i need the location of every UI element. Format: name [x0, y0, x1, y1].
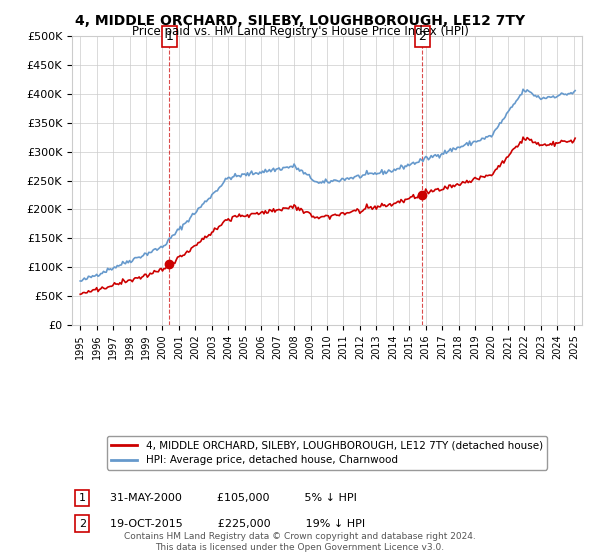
- Text: 4, MIDDLE ORCHARD, SILEBY, LOUGHBOROUGH, LE12 7TY: 4, MIDDLE ORCHARD, SILEBY, LOUGHBOROUGH,…: [75, 14, 525, 28]
- Text: 2: 2: [79, 519, 86, 529]
- Text: Price paid vs. HM Land Registry's House Price Index (HPI): Price paid vs. HM Land Registry's House …: [131, 25, 469, 38]
- Text: Contains HM Land Registry data © Crown copyright and database right 2024.
This d: Contains HM Land Registry data © Crown c…: [124, 532, 476, 552]
- Text: 31-MAY-2000          £105,000          5% ↓ HPI: 31-MAY-2000 £105,000 5% ↓ HPI: [103, 493, 356, 503]
- Legend: 4, MIDDLE ORCHARD, SILEBY, LOUGHBOROUGH, LE12 7TY (detached house), HPI: Average: 4, MIDDLE ORCHARD, SILEBY, LOUGHBOROUGH,…: [107, 436, 547, 469]
- Text: 1: 1: [79, 493, 86, 503]
- Text: 1: 1: [166, 30, 173, 43]
- Text: 19-OCT-2015          £225,000          19% ↓ HPI: 19-OCT-2015 £225,000 19% ↓ HPI: [103, 519, 365, 529]
- Text: 2: 2: [418, 30, 427, 43]
